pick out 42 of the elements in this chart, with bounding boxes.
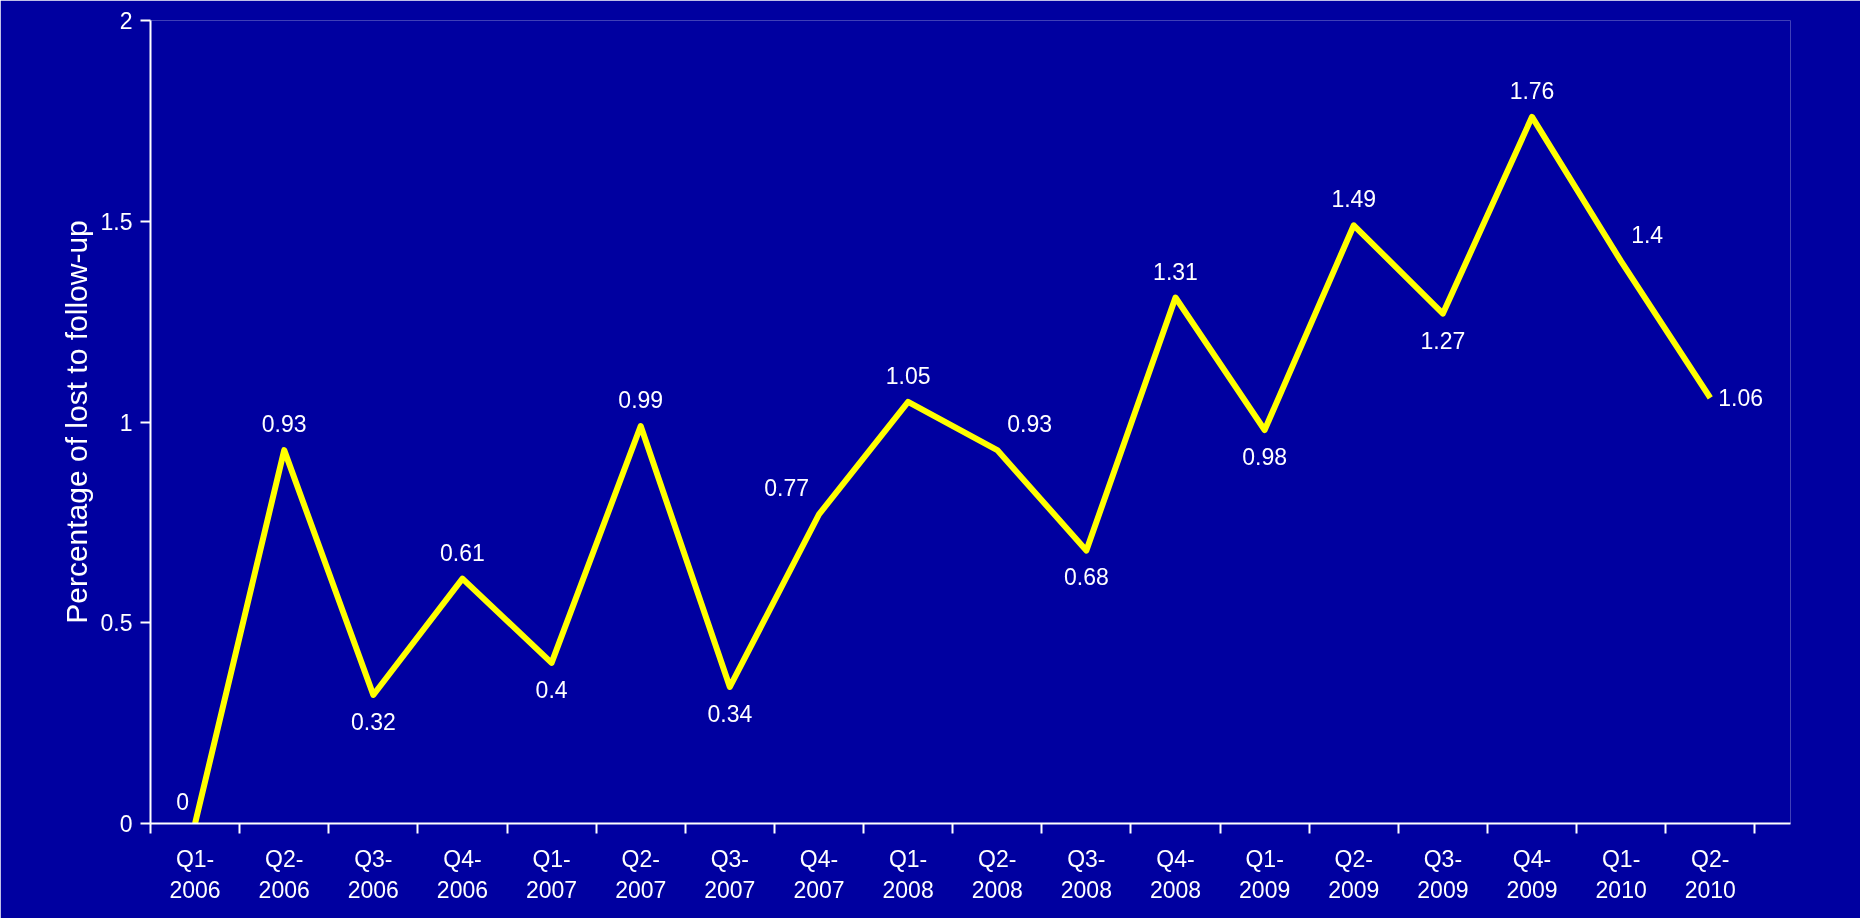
x-tick-label: Q3- 2008 bbox=[1060, 845, 1112, 903]
x-tick-label: Q3- 2007 bbox=[704, 845, 756, 903]
x-tick-label: Q3- 2006 bbox=[347, 845, 399, 903]
y-tick-label: 2 bbox=[119, 8, 133, 34]
x-tick-label: Q1- 2010 bbox=[1595, 845, 1647, 903]
data-label: 1.31 bbox=[1153, 258, 1198, 285]
x-tick-label: Q2- 2007 bbox=[615, 845, 667, 903]
x-tick-label: Q4- 2007 bbox=[793, 845, 845, 903]
y-axis-title: Percentage of lost to follow-up bbox=[59, 220, 93, 624]
data-label: 1.27 bbox=[1420, 327, 1466, 354]
data-label: 0.98 bbox=[1242, 444, 1288, 471]
data-label: 0.32 bbox=[350, 709, 396, 736]
y-tick-label: 0 bbox=[119, 811, 133, 837]
data-label: 0.61 bbox=[440, 539, 485, 566]
x-tick-label: Q4- 2006 bbox=[436, 845, 489, 903]
data-label: 0.34 bbox=[707, 700, 753, 727]
y-tick-label: 1 bbox=[119, 409, 133, 436]
x-tick-label: Q2- 2008 bbox=[971, 845, 1023, 903]
x-tick-label: Q2- 2009 bbox=[1328, 845, 1380, 903]
data-label: 1.76 bbox=[1509, 77, 1555, 104]
data-label: 0.93 bbox=[261, 411, 307, 438]
data-label: 0.4 bbox=[535, 676, 568, 703]
data-label: 0.99 bbox=[618, 387, 664, 414]
data-label: 0.68 bbox=[1063, 564, 1109, 591]
x-tick-label: Q2- 2006 bbox=[258, 845, 310, 903]
y-tick-label: 0.5 bbox=[100, 610, 133, 637]
x-tick-label: Q1- 2008 bbox=[882, 845, 934, 903]
x-tick-label: Q4- 2008 bbox=[1149, 845, 1202, 903]
data-label: 1.49 bbox=[1331, 186, 1377, 213]
x-tick-label: Q2- 2010 bbox=[1684, 845, 1736, 903]
data-label: 1.06 bbox=[1718, 385, 1764, 412]
x-tick-label: Q1- 2009 bbox=[1239, 845, 1291, 903]
x-tick-label: Q1- 2006 bbox=[169, 845, 221, 903]
data-label: 0.77 bbox=[764, 475, 809, 502]
data-label: 1.05 bbox=[885, 362, 931, 389]
x-tick-label: Q4- 2009 bbox=[1506, 845, 1558, 903]
y-tick-label: 1.5 bbox=[100, 208, 133, 235]
data-label: 0.93 bbox=[1007, 411, 1052, 438]
x-tick-label: Q3- 2009 bbox=[1417, 845, 1469, 903]
data-label: 1.4 bbox=[1631, 222, 1664, 249]
data-label: 0 bbox=[176, 788, 190, 815]
x-tick-label: Q1- 2007 bbox=[526, 845, 578, 903]
